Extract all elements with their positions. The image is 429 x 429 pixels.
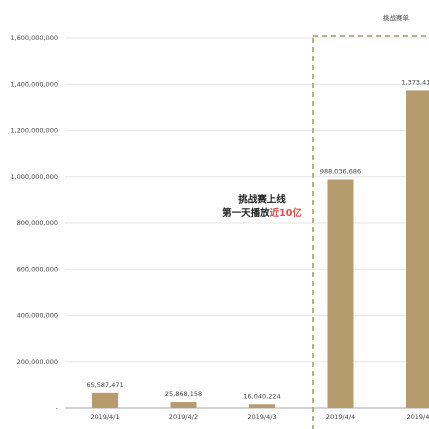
bar [406, 90, 429, 409]
value-label: 1,373,419, [401, 78, 429, 86]
value-label: 988,036,686 [320, 168, 361, 176]
x-tick-label: 2019/4/4 [326, 413, 355, 421]
y-tick-label: 1,200,000,000 [10, 127, 58, 135]
bar [92, 392, 118, 408]
bar [170, 402, 197, 408]
annotation-text: 第一天播放 [222, 207, 270, 219]
bar [327, 179, 354, 408]
x-tick-label: 2019/4/1 [90, 413, 119, 421]
y-tick-label: 600,000,000 [17, 265, 58, 273]
annotation-line1: 挑战赛上线 [238, 194, 286, 206]
x-tick-label: 2019/4/3 [247, 413, 276, 421]
y-tick-label: 1,000,000,000 [10, 173, 58, 181]
x-tick-label: 2019/4/ [406, 413, 429, 421]
bar [249, 404, 275, 408]
value-label: 65,587,471 [86, 381, 123, 389]
y-tick-label: 200,000,000 [17, 358, 58, 366]
highlight-box [312, 35, 429, 429]
annotation-line2: 第一天播放近10亿 [222, 207, 302, 219]
chart-title: 挑战赛单 [383, 13, 410, 22]
annotation-highlight: 近10亿 [270, 207, 303, 219]
y-tick-label: 1,400,000,000 [10, 80, 58, 88]
value-label: 25,868,158 [165, 390, 202, 398]
y-tick-label: - [56, 404, 59, 412]
y-tick-label: 400,000,000 [17, 312, 58, 320]
y-tick-label: 800,000,000 [17, 219, 58, 227]
y-tick-label: 1,600,000,000 [10, 34, 58, 42]
x-tick-label: 2019/4/2 [169, 413, 198, 421]
value-label: 16,040,224 [243, 392, 280, 400]
